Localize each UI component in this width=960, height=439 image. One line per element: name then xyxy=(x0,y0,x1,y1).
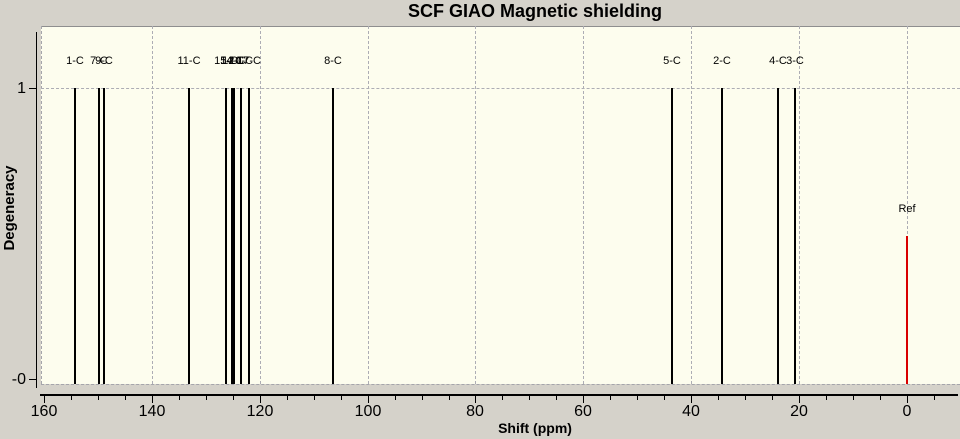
x-axis-minor-tick xyxy=(502,396,503,400)
gridline-vertical xyxy=(583,26,584,384)
x-axis-minor-tick xyxy=(610,396,611,400)
peak-label: 4-C xyxy=(769,55,787,67)
peak-label: 12-C xyxy=(222,55,246,67)
y-axis-tick-label: 1 xyxy=(17,80,26,97)
y-axis-tick-label: -0 xyxy=(11,371,26,388)
x-axis-tick-label: 20 xyxy=(790,403,808,420)
x-axis-minor-tick xyxy=(449,396,450,400)
gridline-vertical xyxy=(368,26,369,384)
plot-area xyxy=(41,26,960,384)
gridline-vertical xyxy=(260,26,261,384)
peak-line xyxy=(188,88,190,384)
peak-label: 10-C xyxy=(229,55,253,67)
peak-line xyxy=(332,88,334,384)
peak-line xyxy=(74,88,76,384)
x-axis-minor-tick xyxy=(98,396,99,400)
gridline-vertical xyxy=(907,26,908,384)
plot-border-top xyxy=(41,26,960,27)
x-axis-minor-tick xyxy=(71,396,72,400)
peak-line xyxy=(248,88,250,384)
x-axis-minor-tick xyxy=(826,396,827,400)
x-axis-minor-tick xyxy=(664,396,665,400)
x-axis-minor-tick xyxy=(179,396,180,400)
peak-label: 17-C xyxy=(237,55,261,67)
x-axis-minor-tick xyxy=(395,396,396,400)
plot-border-bottom xyxy=(41,384,960,385)
x-axis-major-tick xyxy=(799,396,800,403)
x-axis-tick-label: 160 xyxy=(30,403,58,420)
x-axis-minor-tick xyxy=(718,396,719,400)
x-axis-minor-tick xyxy=(529,396,530,400)
peak-label: 7-C xyxy=(90,55,108,67)
x-axis-minor-tick xyxy=(637,396,638,400)
x-axis-minor-tick xyxy=(934,396,935,400)
peak-label: 14-C xyxy=(220,55,244,67)
peak-line xyxy=(240,88,242,384)
x-axis-major-tick xyxy=(44,396,45,403)
x-axis-minor-tick xyxy=(880,396,881,400)
peak-line xyxy=(233,88,235,384)
plot-border-left xyxy=(41,26,42,384)
peak-line xyxy=(98,88,100,384)
x-axis-major-tick xyxy=(475,396,476,403)
x-axis-major-tick xyxy=(583,396,584,403)
y-axis-tick xyxy=(29,88,36,89)
x-axis-major-tick xyxy=(152,396,153,403)
peak-line xyxy=(231,88,233,384)
x-axis-minor-tick xyxy=(314,396,315,400)
x-axis-minor-tick xyxy=(422,396,423,400)
peak-label: 15-C xyxy=(214,55,238,67)
peak-label: 2-C xyxy=(713,55,731,67)
peak-line xyxy=(794,88,796,384)
chart-title: SCF GIAO Magnetic shielding xyxy=(407,1,663,21)
gridline-vertical xyxy=(475,26,476,384)
peak-label: 1-C xyxy=(66,55,84,67)
reference-line xyxy=(906,236,908,384)
peak-label: 5-C xyxy=(663,55,681,67)
reference-label: Ref xyxy=(898,203,916,215)
x-axis-major-tick xyxy=(907,396,908,403)
x-axis-tick-label: 140 xyxy=(138,403,166,420)
x-axis-major-tick xyxy=(260,396,261,403)
peak-label: 11-C xyxy=(177,55,201,67)
peak-line xyxy=(225,88,227,384)
x-axis-major-tick xyxy=(368,396,369,403)
x-axis-tick-label: 100 xyxy=(354,403,382,420)
x-axis-line xyxy=(40,394,958,396)
peak-line xyxy=(103,88,105,384)
x-axis-minor-tick xyxy=(853,396,854,400)
x-axis-minor-tick xyxy=(233,396,234,400)
peak-label: 9-C xyxy=(95,55,113,67)
gridline-vertical xyxy=(799,26,800,384)
x-axis-minor-tick xyxy=(745,396,746,400)
x-axis-tick-label: 40 xyxy=(682,403,700,420)
gridline-vertical xyxy=(152,26,153,384)
gridline-horizontal xyxy=(41,88,960,89)
x-axis-tick-label: 80 xyxy=(466,403,484,420)
x-axis-title: Shift (ppm) xyxy=(498,420,572,436)
x-axis-minor-tick xyxy=(287,396,288,400)
y-axis-line xyxy=(36,32,37,388)
peak-label: 3-C xyxy=(786,55,804,67)
peak-line xyxy=(721,88,723,384)
peak-label: 8-C xyxy=(324,55,342,67)
x-axis-minor-tick xyxy=(556,396,557,400)
x-axis-tick-label: 0 xyxy=(902,403,912,420)
x-axis-minor-tick xyxy=(341,396,342,400)
x-axis-minor-tick xyxy=(125,396,126,400)
x-axis-tick-label: 120 xyxy=(246,403,274,420)
x-axis-minor-tick xyxy=(206,396,207,400)
peak-line xyxy=(777,88,779,384)
x-axis-major-tick xyxy=(691,396,692,403)
y-axis-tick xyxy=(29,379,36,380)
x-axis-minor-tick xyxy=(772,396,773,400)
gridline-vertical xyxy=(691,26,692,384)
x-axis-tick-label: 60 xyxy=(574,403,592,420)
peak-line xyxy=(671,88,673,384)
y-axis-title: Degeneracy xyxy=(1,165,18,251)
